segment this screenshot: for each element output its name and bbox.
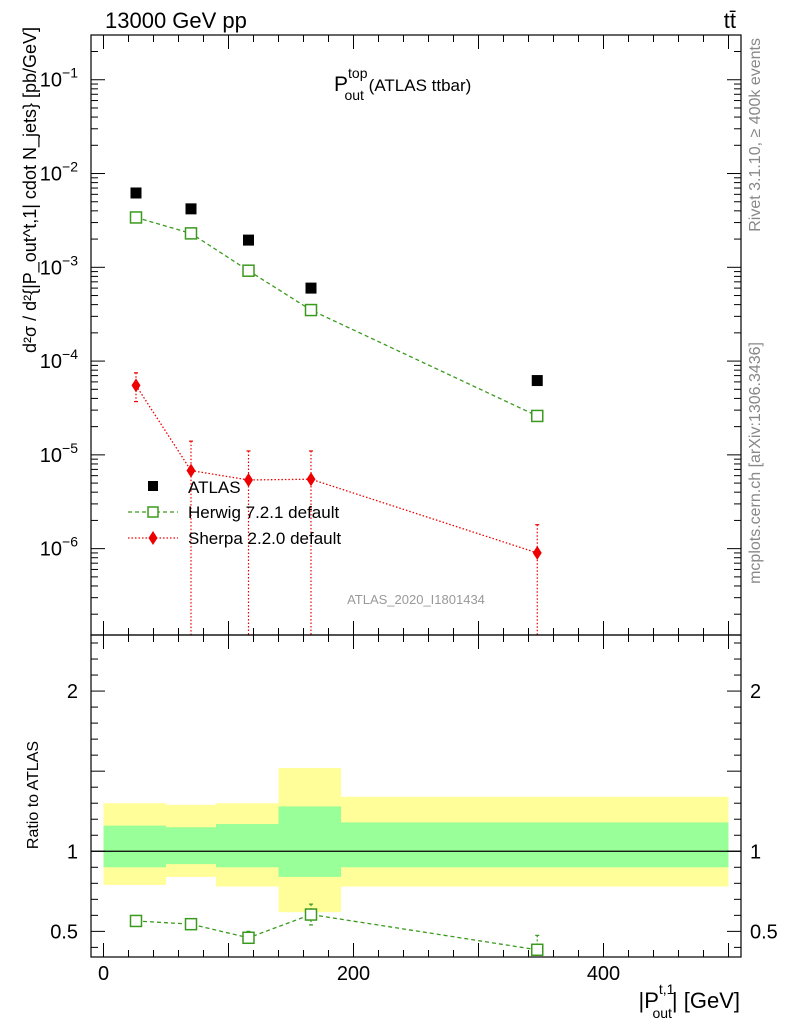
mcplots-label: mcplots.cern.ch [arXiv:1306.3436] <box>747 342 764 584</box>
ratio-band-green <box>216 824 279 868</box>
main-ticks: 10−610−510−410−310−210−1 <box>40 35 741 635</box>
legend: ATLAS Herwig 7.2.1 default Sherpa 2.2.0 … <box>128 478 341 548</box>
sherpa-point <box>532 545 542 560</box>
herwig-point <box>184 227 198 240</box>
ratio-herwig-point <box>531 943 544 957</box>
main-y-tick-label: 10−6 <box>40 534 78 561</box>
herwig-point <box>129 211 143 224</box>
ratio-band-green <box>341 822 729 868</box>
herwig-line <box>135 216 538 417</box>
x-axis-label-sub: out <box>652 1005 672 1021</box>
atlas-point <box>130 187 142 199</box>
legend-atlas-marker <box>148 481 158 491</box>
main-y-tick-label: 10−5 <box>40 440 78 467</box>
ratio-y-tick-label: 1 <box>67 841 78 863</box>
legend-entry-sherpa: Sherpa 2.2.0 default <box>128 529 341 548</box>
legend-herwig-marker <box>147 506 159 518</box>
sherpa-line <box>135 385 538 554</box>
ratio-herwig-point <box>184 917 198 931</box>
atlas-point <box>243 234 254 246</box>
plot-title-main: P <box>334 73 348 96</box>
herwig-point <box>242 264 255 277</box>
x-axis-label-sup: t,1 <box>659 981 675 997</box>
x-axis-label-suffix: | [GeV] <box>672 988 740 1013</box>
x-tick-label: 0 <box>98 963 109 985</box>
ratio-y-tick-label-right: 0.5 <box>750 921 778 943</box>
ratio-bands <box>91 767 741 913</box>
main-y-axis-label: d²σ / d²{|P_out^t,1| cdot N_jets} [pb/Ge… <box>20 27 41 353</box>
ratio-y-tick-label-right: 1 <box>750 841 761 863</box>
x-tick-label: 400 <box>587 963 620 985</box>
x-axis-label: |Pt,1 out| [GeV] <box>638 981 740 1021</box>
main-y-tick-exp: −4 <box>62 346 78 362</box>
x-tick-label: 200 <box>337 963 370 985</box>
main-panel: 10−610−510−410−310−210−1 Ptop out (ATLAS … <box>20 27 742 636</box>
ratio-y-tick-label: 0.5 <box>50 921 78 943</box>
herwig-point <box>304 303 318 317</box>
ratio-y-tick-label: 2 <box>67 681 78 703</box>
main-y-tick-base: 10 <box>40 445 62 467</box>
main-data <box>129 187 544 635</box>
ratio-herwig-point <box>242 931 255 945</box>
ratio-frame <box>90 634 742 958</box>
main-y-tick-label: 10−3 <box>40 252 78 279</box>
sherpa-point <box>306 472 316 487</box>
main-y-tick-base: 10 <box>40 70 62 92</box>
legend-atlas-label: ATLAS <box>188 478 241 497</box>
main-y-tick-label: 10−4 <box>40 346 78 373</box>
legend-entry-herwig: Herwig 7.2.1 default <box>128 503 339 522</box>
sherpa-point <box>186 463 196 478</box>
sherpa-point <box>244 472 253 487</box>
plot-title-sub: out <box>344 87 364 103</box>
plot-title-sup: top <box>348 65 368 81</box>
atlas-point <box>531 375 543 387</box>
legend-entry-atlas: ATLAS <box>148 478 241 497</box>
main-y-tick-label: 10−2 <box>40 159 78 186</box>
ratio-herwig-point <box>304 908 318 921</box>
ratio-y-tick-label-right: 2 <box>750 681 761 703</box>
ratio-ticks: 0.5 0.5 1 1 2 2 0 200 400 <box>50 635 778 985</box>
main-y-tick-base: 10 <box>40 351 62 373</box>
ratio-y-axis-label: Ratio to ATLAS <box>25 741 42 849</box>
ratio-band-green <box>166 827 216 865</box>
ratio-herwig-point <box>129 914 143 928</box>
sherpa-point <box>131 378 141 393</box>
ratio-panel: 0.5 0.5 1 1 2 2 0 200 400 Ratio to ATLAS |Pt,1 ou… <box>25 634 778 1021</box>
main-y-tick-exp: −2 <box>62 159 78 175</box>
ratio-data <box>129 903 544 957</box>
main-y-tick-exp: −1 <box>62 65 78 81</box>
plot-title-suffix: (ATLAS ttbar) <box>364 76 471 95</box>
atlas-point <box>185 203 197 215</box>
main-y-tick-base: 10 <box>40 539 62 561</box>
ratio-band-green <box>278 806 341 877</box>
legend-sherpa-marker <box>148 531 158 545</box>
rivet-version-label: Rivet 3.1.10, ≥ 400k events <box>747 38 764 232</box>
plot-title: Ptop out (ATLAS ttbar) <box>334 65 471 103</box>
main-y-tick-base: 10 <box>40 257 62 279</box>
main-y-tick-exp: −6 <box>62 534 78 550</box>
legend-sherpa-label: Sherpa 2.2.0 default <box>188 529 341 548</box>
main-y-tick-exp: −5 <box>62 440 78 456</box>
legend-herwig-label: Herwig 7.2.1 default <box>188 503 339 522</box>
main-y-tick-exp: −3 <box>62 252 78 268</box>
atlas-point <box>305 282 317 294</box>
main-y-tick-base: 10 <box>40 164 62 186</box>
x-axis-label-main: |P <box>638 988 658 1013</box>
main-y-tick-label: 10−1 <box>40 65 78 92</box>
process-label: tt̄ <box>724 8 736 33</box>
analysis-watermark: ATLAS_2020_I1801434 <box>347 592 485 607</box>
ratio-band-green <box>103 825 166 868</box>
herwig-point <box>531 409 544 423</box>
collision-energy-label: 13000 GeV pp <box>105 8 247 33</box>
